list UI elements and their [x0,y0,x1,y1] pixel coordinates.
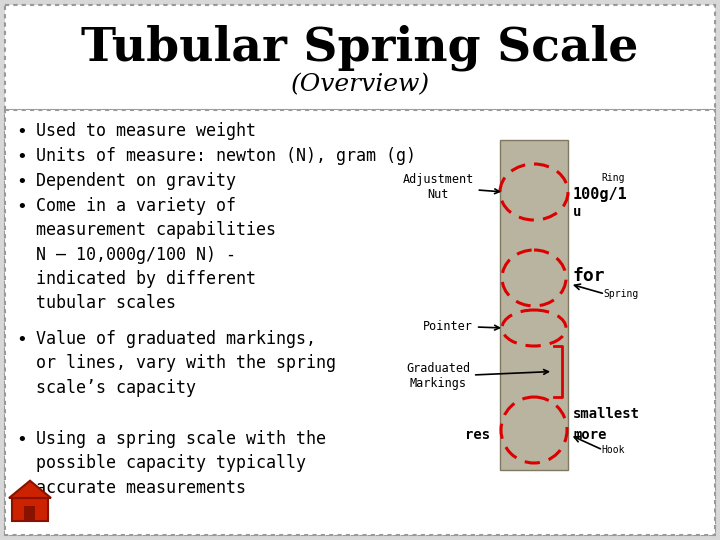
Text: Pointer: Pointer [423,320,500,333]
Text: Come in a variety of
measurement capabilities
N – 10,000g/100 N) -
indicated by : Come in a variety of measurement capabil… [36,197,276,312]
Text: more: more [573,428,606,442]
Text: u: u [573,205,581,219]
Polygon shape [9,481,51,498]
Text: •: • [17,431,27,449]
Text: •: • [17,123,27,141]
Text: •: • [17,173,27,191]
Text: 100g/1: 100g/1 [573,186,628,201]
Text: Value of graduated markings,
or lines, vary with the spring
scale’s capacity: Value of graduated markings, or lines, v… [36,330,336,396]
Text: Hook: Hook [601,445,624,455]
Text: Dependent on gravity: Dependent on gravity [36,172,236,190]
Bar [24,506,35,521]
Text: •: • [17,198,27,216]
Text: smallest: smallest [573,407,640,421]
Text: •: • [17,148,27,166]
Text: (Overview): (Overview) [290,73,430,97]
Text: Spring: Spring [603,289,638,299]
Bar [500,140,568,470]
Text: Using a spring scale with the
possible capacity typically
accurate measurements: Using a spring scale with the possible c… [36,430,326,497]
Text: Used to measure weight: Used to measure weight [36,122,256,140]
Text: Units of measure: newton (N), gram (g): Units of measure: newton (N), gram (g) [36,147,416,165]
Text: •: • [17,331,27,349]
Bar [5,110,715,535]
Text: Graduated
Markings: Graduated Markings [406,362,549,390]
Text: Tubular Spring Scale: Tubular Spring Scale [81,25,639,71]
Bar [5,5,715,110]
Text: for: for [573,267,606,285]
Bar [12,498,48,522]
Text: Ring: Ring [601,173,624,183]
Text: Adjustment
Nut: Adjustment Nut [402,173,500,201]
Text: res: res [465,428,490,442]
